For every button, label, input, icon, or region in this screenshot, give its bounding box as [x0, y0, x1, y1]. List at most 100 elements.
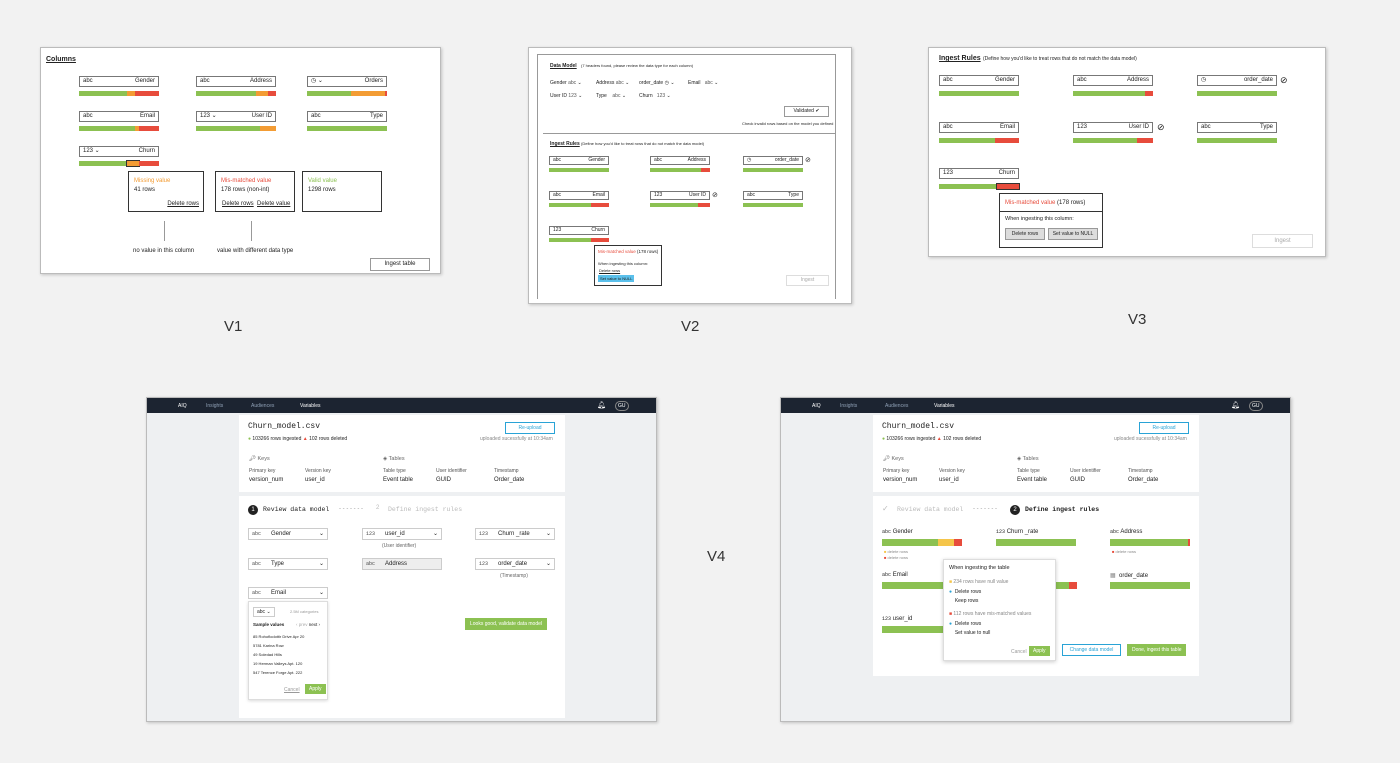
v4-dropdown-apply[interactable]: Apply — [305, 684, 326, 694]
v3-popup: Mis-matched value (178 rows) When ingest… — [999, 193, 1103, 248]
v4-change-model[interactable]: Change data model — [1062, 644, 1121, 656]
v4-ingest-popup: When ingesting the table ■ 234 rows have… — [943, 559, 1056, 661]
check-circle-icon: ✓ — [882, 504, 889, 513]
v1-col-email[interactable]: abc Email — [79, 111, 159, 122]
v2-col-churn[interactable]: 123 Churn — [549, 226, 609, 235]
v4-null-keep[interactable]: ● Keep rows — [949, 598, 979, 604]
label-v4: V4 — [707, 548, 726, 565]
v1-col-orders[interactable]: ◷ ⌄ Orders — [307, 76, 387, 87]
nav-variables[interactable]: Variables — [300, 403, 321, 409]
v4-field-userid[interactable]: 123 user_id ⌄ — [362, 528, 442, 540]
v1-col-churn[interactable]: 123 ⌄ Churn — [79, 146, 159, 157]
nav-audiences[interactable]: Audiences — [251, 403, 275, 409]
label-v2: V2 — [681, 318, 700, 335]
v2-popup: Mis-matched value (178 rows) When ingest… — [594, 245, 662, 286]
v4-field-gender[interactable]: abc Gender ⌄ — [248, 528, 328, 540]
v3-frame: Ingest Rules (Define how you'd like to t… — [928, 47, 1326, 257]
v3-delete-rows[interactable]: Delete rows — [1005, 228, 1045, 240]
v1-bar-type — [307, 126, 387, 131]
v3-col-email[interactable]: abc Email — [939, 122, 1019, 133]
v4-null-delete[interactable]: ● Delete rows — [949, 589, 982, 595]
clock-icon: ◷ ⌄ — [311, 78, 323, 84]
v4-right-frame: AIQ Insights Audiences Variables 🔔︎ GU C… — [780, 397, 1291, 722]
v1-bar-userid — [196, 126, 276, 131]
v1-missing-delete[interactable]: Delete rows — [167, 201, 199, 207]
v2-ingest-button[interactable]: Ingest — [786, 275, 829, 286]
v2-set-null[interactable]: Set value to NULL — [598, 275, 635, 282]
v4-reupload[interactable]: Re-upload — [505, 422, 555, 434]
v1-missing-box: Missing value 41 rows Delete rows — [128, 171, 204, 212]
v3-col-gender[interactable]: abc Gender — [939, 75, 1019, 86]
v1-col-userid[interactable]: 123 ⌄ User ID — [196, 111, 276, 122]
v2-ingest-title: Ingest Rules — [550, 141, 580, 147]
bell-icon[interactable]: 🔔︎ — [1231, 402, 1240, 409]
v3-col-churn[interactable]: 123 Churn — [939, 168, 1019, 179]
v3-ingest-button[interactable]: Ingest — [1252, 234, 1313, 248]
v4-reupload[interactable]: Re-upload — [1139, 422, 1189, 434]
v2-validated-button[interactable]: Validated ✔ — [784, 106, 829, 117]
v1-col-type[interactable]: abc Type — [307, 111, 387, 122]
nav-audiences[interactable]: Audiences — [885, 403, 909, 409]
v2-col-gender[interactable]: abc Gender — [549, 156, 609, 165]
v4-dropdown-cancel[interactable]: Cancel — [284, 687, 300, 693]
v1-bar-address — [196, 91, 276, 96]
v1-title: Columns — [46, 56, 76, 63]
v4-popup-cancel[interactable]: Cancel — [1011, 649, 1027, 655]
nav-insights[interactable]: Insights — [840, 403, 858, 409]
v4-type-dropdown: abc ⌄ 2.5M categories Sample values ‹ pr… — [248, 601, 328, 700]
check-icon: ⊘ — [712, 192, 718, 199]
v1-valid-box: Valid value 1298 rows — [302, 171, 382, 212]
v3-title: Ingest Rules — [939, 55, 981, 62]
calendar-icon: ▦ — [1110, 573, 1116, 579]
v4-done-ingest[interactable]: Done, ingest this table — [1127, 644, 1187, 656]
label-v1: V1 — [224, 318, 243, 335]
v2-frame: Data Model (7 headers found, please revi… — [528, 47, 852, 304]
v4-field-orderdate[interactable]: 123 order_date ⌄ — [475, 558, 555, 570]
v1-note-mismatch: value with different data type — [217, 248, 294, 254]
v1-col-address[interactable]: abc Address — [196, 76, 276, 87]
v1-mismatch-delete-rows[interactable]: Delete rows — [222, 201, 254, 207]
v4-bar-gender — [882, 539, 962, 546]
v3-col-type[interactable]: abc Type — [1197, 122, 1277, 133]
v4-left-nav: AIQ Insights Audiences Variables 🔔︎ GU — [147, 398, 656, 413]
v4-popup-apply[interactable]: Apply — [1029, 646, 1050, 656]
nav-variables[interactable]: Variables — [934, 403, 955, 409]
v1-frame: Columns abc Gender abc Address ◷ ⌄ Orders a… — [40, 47, 441, 274]
v2-col-address[interactable]: abc Address — [650, 156, 710, 165]
v2-data-model-title: Data Model — [550, 63, 577, 69]
v4-mis-null[interactable]: ● Set value to null — [949, 630, 991, 636]
nav-insights[interactable]: Insights — [206, 403, 224, 409]
avatar[interactable]: GU — [615, 401, 629, 411]
check-icon: ⊘ — [1280, 75, 1288, 85]
v4-left-frame: AIQ Insights Audiences Variables 🔔︎ GU C… — [146, 397, 657, 722]
v3-set-null[interactable]: Set value to NULL — [1048, 228, 1098, 240]
check-icon: ⊘ — [805, 157, 811, 164]
v1-note-missing: no value in this column — [133, 248, 195, 254]
v1-bar-email — [79, 126, 159, 131]
v2-col-type[interactable]: abc Type — [743, 191, 803, 200]
v2-delete-rows[interactable]: Delete rows — [599, 268, 621, 273]
v1-col-gender[interactable]: abc Gender — [79, 76, 159, 87]
v4-type-select[interactable]: abc ⌄ — [253, 607, 275, 617]
v2-col-userid[interactable]: 123 User ID — [650, 191, 710, 200]
v2-col-orderdate[interactable]: ◷ order_date — [743, 156, 803, 165]
v4-mis-delete[interactable]: ● Delete rows — [949, 621, 982, 627]
v1-ingest-button[interactable]: Ingest table — [370, 258, 430, 271]
label-v3: V3 — [1128, 311, 1147, 328]
v4-field-address[interactable]: abc Address — [362, 558, 442, 570]
v4-validate-button[interactable]: Looks good, validate data model — [465, 618, 547, 630]
v2-col-email[interactable]: abc Email — [549, 191, 609, 200]
v3-col-userid[interactable]: 123 User ID — [1073, 122, 1153, 133]
bell-icon[interactable]: 🔔︎ — [597, 402, 606, 409]
v1-mismatch-box: Mis-matched value 178 rows (non-int) Del… — [215, 171, 295, 212]
v1-mismatch-delete-value[interactable]: Delete value — [257, 201, 291, 207]
v3-col-address[interactable]: abc Address — [1073, 75, 1153, 86]
v4-field-email[interactable]: abc Email ⌄ — [248, 587, 328, 599]
v4-field-churn[interactable]: 123 Churn _rate ⌄ — [475, 528, 555, 540]
avatar[interactable]: GU — [1249, 401, 1263, 411]
v1-bar-orders — [307, 91, 387, 96]
v1-bar-gender — [79, 91, 159, 96]
v3-col-orderdate[interactable]: ◷ order_date — [1197, 75, 1277, 86]
v1-bar-churn — [79, 160, 159, 167]
v4-field-type[interactable]: abc Type ⌄ — [248, 558, 328, 570]
